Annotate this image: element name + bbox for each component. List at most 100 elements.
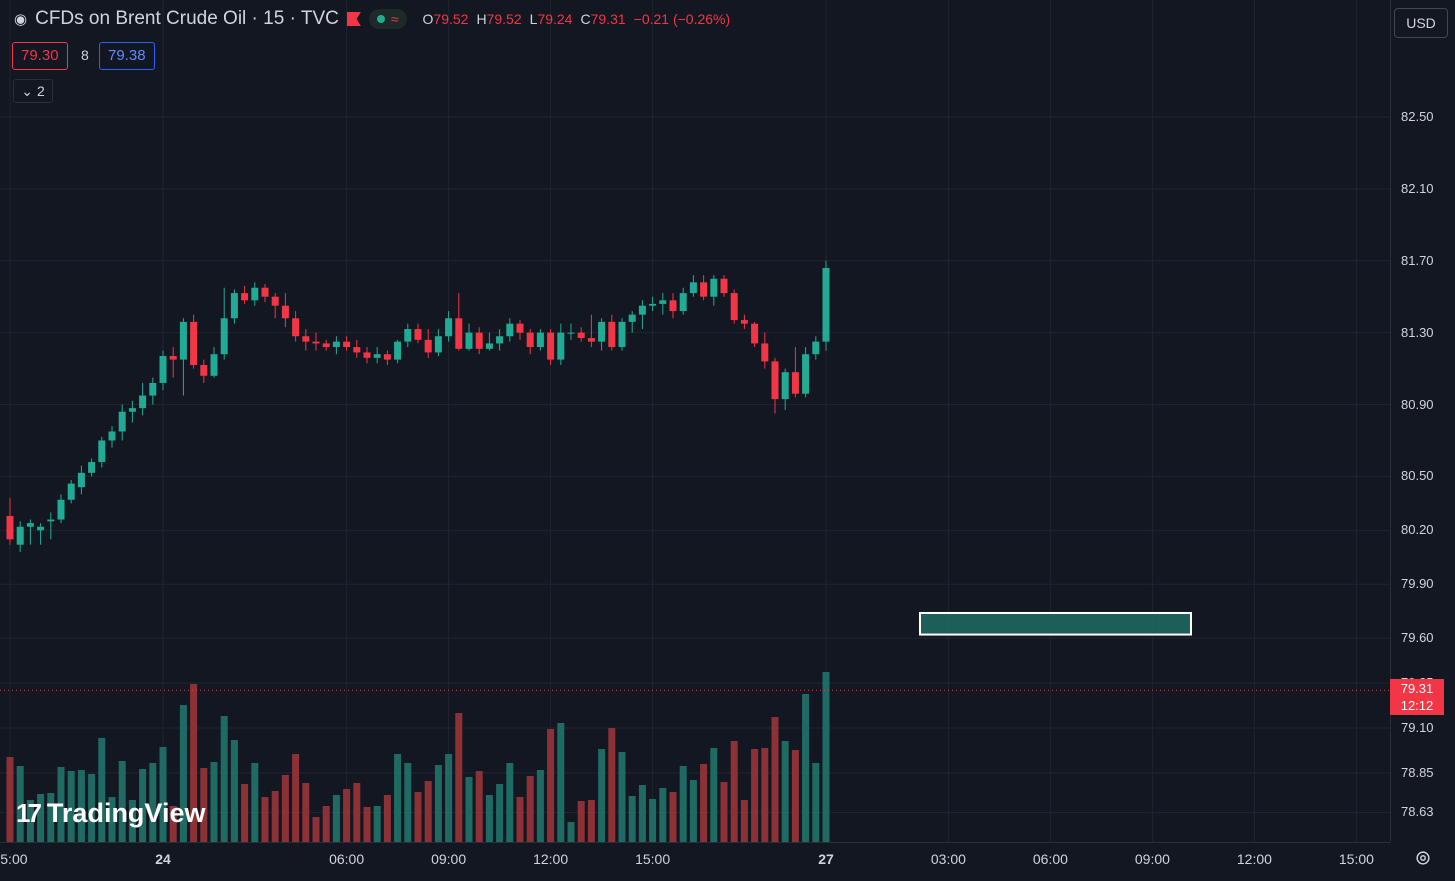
volume-bar bbox=[179, 705, 187, 842]
time-tick-label: 24 bbox=[155, 851, 171, 867]
volume-bar bbox=[6, 757, 14, 842]
volume-bar bbox=[730, 741, 738, 842]
volume-bar bbox=[598, 749, 606, 842]
price-tick-label: 82.10 bbox=[1401, 180, 1434, 196]
ohlc-values: O79.52 H79.52 L79.24 C79.31 −0.21 (−0.26… bbox=[422, 11, 731, 27]
volume-bar bbox=[67, 771, 75, 842]
candle-body bbox=[47, 519, 55, 522]
volume-bar bbox=[77, 770, 85, 842]
candle-body bbox=[179, 321, 187, 360]
change-value: −0.21 (−0.26%) bbox=[633, 11, 731, 27]
candle-body bbox=[761, 343, 769, 362]
volume-bar bbox=[353, 783, 361, 842]
price-tick-label: 82.50 bbox=[1401, 109, 1434, 124]
volume-bar bbox=[781, 741, 789, 842]
candle-body bbox=[281, 305, 289, 319]
volume-bar bbox=[669, 792, 677, 842]
candle-body bbox=[169, 356, 177, 360]
candle-body bbox=[485, 343, 493, 349]
candle-body bbox=[710, 278, 718, 297]
candle-body bbox=[587, 338, 595, 342]
volume-bar bbox=[271, 791, 279, 842]
volume-bar bbox=[557, 723, 565, 842]
volume-bar bbox=[516, 797, 524, 842]
volume-bar bbox=[251, 763, 259, 842]
settings-gear-icon[interactable] bbox=[1414, 849, 1432, 867]
flag-icon[interactable] bbox=[346, 12, 361, 26]
support-zone-rectangle bbox=[919, 611, 1192, 636]
price-tick-label: 81.70 bbox=[1401, 252, 1434, 268]
price-axis[interactable]: 82.50 82.10 81.70 81.30 80.90 80.50 80.20 79.90… bbox=[1390, 0, 1455, 842]
candle-body bbox=[363, 352, 371, 358]
volume-bar bbox=[383, 795, 391, 842]
price-chart[interactable] bbox=[0, 0, 1390, 842]
candle-body bbox=[598, 321, 606, 342]
wave-icon: ≈ bbox=[390, 11, 399, 27]
volume-bar bbox=[98, 738, 106, 842]
candle-body bbox=[353, 347, 361, 353]
volume-bar bbox=[536, 770, 544, 842]
candle-body bbox=[730, 293, 738, 321]
candle-body bbox=[547, 332, 555, 360]
volume-bar bbox=[363, 807, 371, 842]
volume-bar bbox=[506, 763, 514, 842]
buy-price-button[interactable]: 79.38 bbox=[99, 42, 155, 70]
volume-bar bbox=[679, 766, 687, 842]
oil-drop-icon: ◉ bbox=[14, 11, 28, 28]
volume-bar bbox=[638, 785, 646, 842]
volume-bar bbox=[414, 792, 422, 842]
currency-button[interactable]: USD bbox=[1394, 8, 1448, 38]
volume-bar bbox=[332, 795, 340, 842]
volume-bar bbox=[434, 765, 442, 842]
volume-bar bbox=[139, 769, 147, 842]
volume-bar bbox=[190, 684, 198, 842]
candle-body bbox=[669, 300, 677, 312]
volume-bar bbox=[200, 768, 208, 842]
candle-body bbox=[159, 356, 167, 383]
candle-body bbox=[536, 332, 544, 348]
sell-price-button[interactable]: 79.30 bbox=[12, 42, 68, 70]
candle-body bbox=[26, 523, 34, 527]
time-tick-label: 27 bbox=[818, 851, 834, 867]
price-tick-label: 81.30 bbox=[1401, 324, 1434, 340]
volume-bar bbox=[812, 763, 820, 842]
candle-body bbox=[210, 354, 218, 376]
candle-body bbox=[638, 305, 646, 315]
time-axis[interactable]: 15:00 24 06:00 09:00 12:00 15:00 27 03:00 06:00 0… bbox=[0, 842, 1390, 881]
market-open-icon bbox=[376, 15, 385, 23]
time-tick-label: 09:00 bbox=[1134, 851, 1170, 867]
volume-bar bbox=[822, 672, 830, 842]
symbol-title[interactable]: CFDs on Brent Crude Oil · 15 · TVC bbox=[35, 8, 339, 29]
candle-body bbox=[700, 282, 708, 297]
time-tick-label: 12:00 bbox=[533, 851, 569, 867]
market-status-pill[interactable]: ≈ bbox=[368, 9, 407, 29]
volume-bar bbox=[220, 716, 228, 842]
volume-bar bbox=[485, 795, 493, 842]
candle-body bbox=[822, 267, 830, 342]
tradingview-logo[interactable]: 17 TradingView bbox=[16, 798, 205, 829]
volume-bar bbox=[567, 822, 575, 842]
volume-bar bbox=[292, 754, 300, 842]
volume-bar bbox=[343, 789, 351, 842]
candle-body bbox=[200, 364, 208, 376]
volume-bar bbox=[394, 754, 402, 842]
volume-bar bbox=[761, 748, 769, 842]
candle-body bbox=[771, 361, 779, 400]
candle-body bbox=[77, 472, 85, 488]
indicators-toggle[interactable]: ⌄ 2 bbox=[13, 79, 53, 103]
symbol-legend: ◉ CFDs on Brent Crude Oil · 15 · TVC ≈ O… bbox=[14, 8, 730, 30]
candle-body bbox=[557, 332, 565, 360]
volume-bar bbox=[526, 776, 534, 842]
candle-body bbox=[496, 336, 504, 344]
candle-body bbox=[57, 499, 65, 520]
spread-value: 8 bbox=[81, 47, 89, 63]
volume-bar bbox=[281, 775, 289, 842]
volume-bar bbox=[261, 797, 269, 842]
candle-body bbox=[322, 343, 330, 348]
price-tick-label: 80.90 bbox=[1401, 396, 1434, 412]
time-tick-label: 09:00 bbox=[431, 851, 467, 867]
candle-body bbox=[434, 336, 442, 353]
time-tick-label: 03:00 bbox=[930, 851, 966, 867]
volume-bar bbox=[628, 796, 636, 842]
price-tick-label: 78.85 bbox=[1401, 764, 1434, 780]
